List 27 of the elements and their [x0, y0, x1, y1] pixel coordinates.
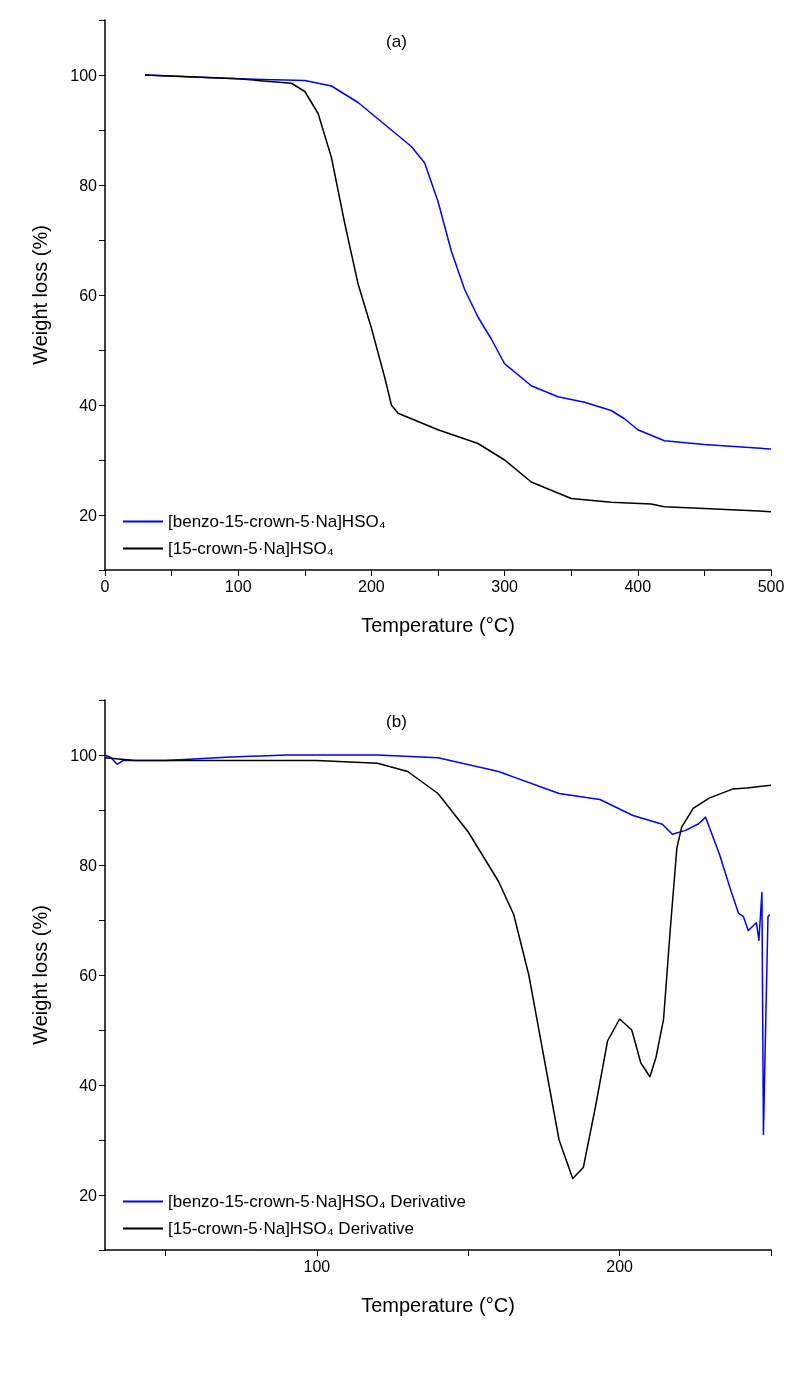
y-axis-title: Weight loss (%) [29, 905, 51, 1045]
text: (b) [386, 712, 407, 731]
legend-label: [15-crown-5·Na]HSO₄ Derivative [168, 1219, 414, 1238]
text: (a) [386, 32, 407, 51]
y-tick-label: 60 [79, 286, 98, 304]
x-tick-label: 0 [100, 577, 110, 595]
x-tick-label: 300 [491, 577, 519, 595]
x-axis-title: Temperature (°C) [361, 614, 515, 636]
y-tick-label: 40 [79, 1076, 98, 1094]
x-tick-label: 200 [606, 1257, 634, 1275]
x-tick-label: 400 [624, 577, 652, 595]
legend-label: [15-crown-5·Na]HSO₄ [168, 539, 334, 558]
x-tick-label: 500 [757, 577, 785, 595]
y-tick-label: 20 [79, 506, 98, 524]
y-tick-label: 100 [70, 746, 98, 764]
y-tick-label: 60 [79, 966, 98, 984]
legend-label: [benzo-15-crown-5·Na]HSO₄ Derivative [168, 1192, 466, 1211]
y-tick-label: 100 [70, 66, 98, 84]
y-tick-label: 80 [79, 176, 98, 194]
x-tick-label: 100 [224, 577, 252, 595]
y-tick-label: 20 [79, 1186, 98, 1204]
y-tick-label: 80 [79, 856, 98, 874]
y-axis-title: Weight loss (%) [29, 225, 51, 365]
legend-label: [benzo-15-crown-5·Na]HSO₄ [168, 512, 386, 531]
x-tick-label: 200 [358, 577, 385, 595]
y-tick-label: 40 [79, 396, 98, 414]
x-axis-title: Temperature (°C) [361, 1294, 515, 1316]
